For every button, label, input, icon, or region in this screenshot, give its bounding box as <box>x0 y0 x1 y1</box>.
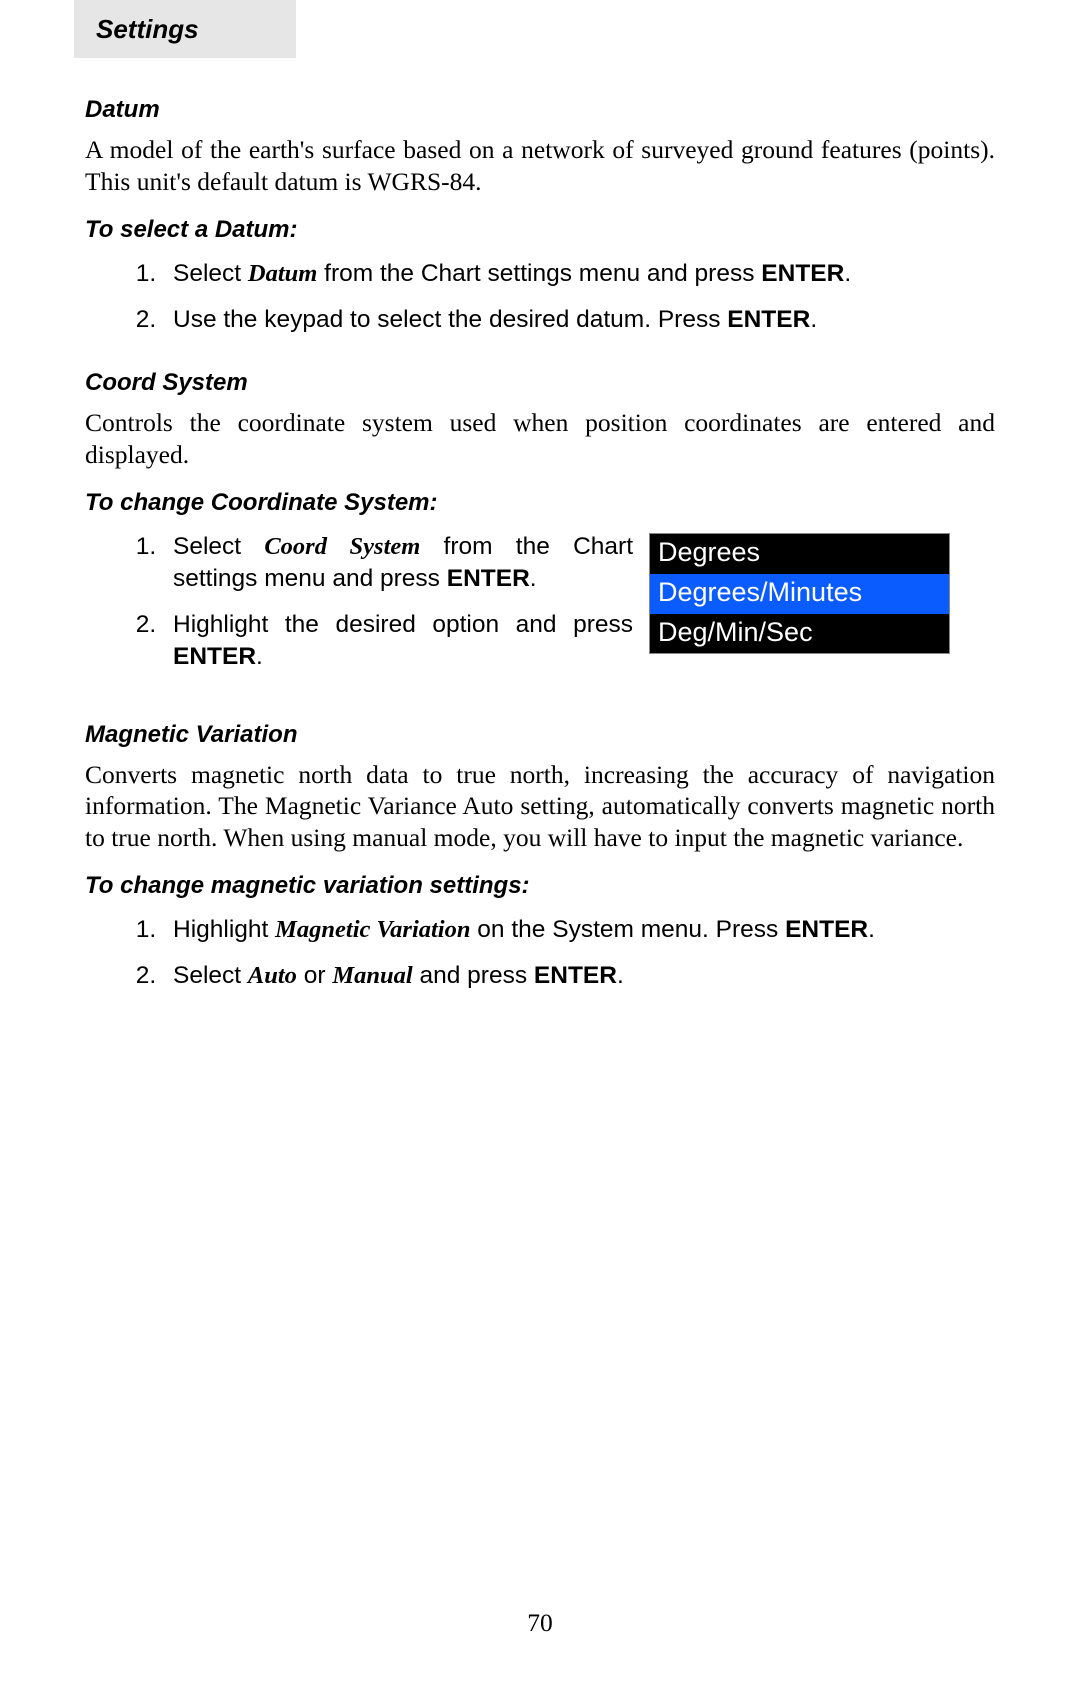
text: Highlight <box>173 916 275 943</box>
emphasis: Datum <box>248 260 317 287</box>
header-tab: Settings <box>74 0 296 58</box>
text: Highlight the desired option and press <box>173 611 633 638</box>
emphasis: Coord System <box>264 533 420 560</box>
text: Use the keypad to select the desired dat… <box>173 306 727 333</box>
coord-body: Controls the coordinate system used when… <box>85 407 995 471</box>
header-tab-label: Settings <box>96 14 199 45</box>
key-label: ENTER <box>447 565 530 592</box>
text: and press <box>413 962 534 989</box>
datum-step-2: Use the keypad to select the desired dat… <box>163 304 995 336</box>
coord-steps-col: Select Coord System from the Chart setti… <box>85 531 633 686</box>
datum-steps: Select Datum from the Chart settings men… <box>85 258 995 336</box>
magvar-howto-title: To change magnetic variation settings: <box>85 872 995 900</box>
magvar-step-1: Highlight Magnetic Variation on the Syst… <box>163 914 995 946</box>
coord-row: Select Coord System from the Chart setti… <box>85 531 995 686</box>
text: . <box>256 643 263 670</box>
key-label: ENTER <box>761 260 844 287</box>
dropdown-option-degmin[interactable]: Degrees/Minutes <box>650 574 949 614</box>
coord-step-2: Highlight the desired option and press E… <box>163 609 633 673</box>
page-number: 70 <box>0 1608 1080 1638</box>
text: . <box>868 916 875 943</box>
text: . <box>530 565 537 592</box>
text: . <box>810 306 817 333</box>
text: Select <box>173 260 248 287</box>
coord-title: Coord System <box>85 369 995 397</box>
page-container: Settings Datum A model of the earth's su… <box>0 0 1080 992</box>
key-label: ENTER <box>534 962 617 989</box>
datum-title: Datum <box>85 96 995 124</box>
key-label: ENTER <box>173 643 256 670</box>
dropdown-option-degminsec[interactable]: Deg/Min/Sec <box>650 614 949 654</box>
text: on the System menu. Press <box>471 916 786 943</box>
text: or <box>297 962 332 989</box>
coord-steps: Select Coord System from the Chart setti… <box>85 531 633 672</box>
key-label: ENTER <box>785 916 868 943</box>
text: . <box>844 260 851 287</box>
emphasis: Manual <box>332 962 412 989</box>
dropdown-option-degrees[interactable]: Degrees <box>650 534 949 574</box>
coord-howto-title: To change Coordinate System: <box>85 489 995 517</box>
coord-step-1: Select Coord System from the Chart setti… <box>163 531 633 595</box>
emphasis: Magnetic Variation <box>275 916 470 943</box>
magvar-step-2: Select Auto or Manual and press ENTER. <box>163 960 995 992</box>
text: Select <box>173 533 264 560</box>
text: Select <box>173 962 248 989</box>
magvar-title: Magnetic Variation <box>85 721 995 749</box>
key-label: ENTER <box>727 306 810 333</box>
datum-step-1: Select Datum from the Chart settings men… <box>163 258 995 290</box>
coord-dropdown[interactable]: Degrees Degrees/Minutes Deg/Min/Sec <box>649 533 950 654</box>
text: . <box>617 962 624 989</box>
text: from the Chart settings menu and press <box>317 260 761 287</box>
magvar-steps: Highlight Magnetic Variation on the Syst… <box>85 914 995 992</box>
magvar-body: Converts magnetic north data to true nor… <box>85 759 995 855</box>
emphasis: Auto <box>248 962 297 989</box>
datum-howto-title: To select a Datum: <box>85 216 995 244</box>
datum-body: A model of the earth's surface based on … <box>85 134 995 198</box>
